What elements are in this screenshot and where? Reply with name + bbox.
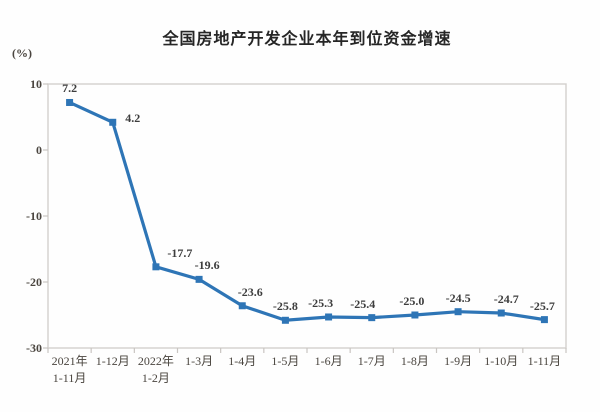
- x-tick-label: 1-3月: [185, 354, 214, 368]
- data-point-label: -24.7: [493, 292, 519, 307]
- data-point-label: -25.0: [399, 294, 425, 308]
- data-point-marker: [152, 263, 160, 271]
- x-tick-label: 1-5月: [271, 354, 300, 368]
- y-tick-label: 0: [36, 143, 42, 157]
- data-point-marker: [325, 313, 333, 321]
- data-point-label: -23.6: [237, 284, 263, 299]
- data-point-label: -24.5: [445, 290, 471, 305]
- x-tick-label: 1-8月: [400, 354, 429, 368]
- data-point-marker: [109, 118, 117, 126]
- chart-title: 全国房地产开发企业本年到位资金增速: [162, 31, 452, 48]
- data-point-marker: [411, 311, 419, 319]
- x-tick-label: 2021年 1-11月: [51, 354, 88, 385]
- y-tick-label: 10: [30, 77, 42, 91]
- x-tick-label: 1-10月: [484, 354, 519, 368]
- data-point-label: -25.7: [529, 298, 555, 313]
- x-tick-label: 1-6月: [314, 354, 343, 368]
- data-point-marker: [540, 316, 548, 324]
- x-tick-label: 1-4月: [228, 354, 257, 368]
- data-point-marker: [281, 316, 289, 324]
- y-axis-unit-label: (%): [12, 46, 32, 60]
- data-point-label: -25.3: [308, 295, 334, 310]
- x-tick-label: 1-12月: [95, 354, 130, 368]
- data-point-label: 4.2: [125, 111, 141, 126]
- data-point-label: 7.2: [62, 81, 78, 96]
- data-point-marker: [497, 309, 505, 317]
- x-tick-label: 2022年 1-2月: [137, 354, 174, 385]
- trend-line: [68, 101, 545, 322]
- data-point-marker: [66, 98, 74, 106]
- x-tick-label: 1-9月: [444, 354, 473, 368]
- x-tick-label: 1-11月: [527, 354, 562, 368]
- data-point-marker: [238, 302, 246, 310]
- data-point-marker: [368, 314, 376, 322]
- data-point-label: -17.7: [167, 245, 193, 260]
- y-tick-label: -20: [26, 275, 42, 289]
- data-point-marker: [454, 308, 462, 316]
- x-tick-label: 1-7月: [357, 354, 386, 368]
- y-tick-label: -10: [26, 209, 42, 223]
- data-point-label: -25.8: [272, 299, 298, 314]
- data-point-marker: [195, 275, 203, 283]
- data-point-label: -19.6: [194, 258, 220, 273]
- data-point-label: -25.4: [350, 296, 376, 311]
- y-tick-label: -30: [26, 341, 42, 355]
